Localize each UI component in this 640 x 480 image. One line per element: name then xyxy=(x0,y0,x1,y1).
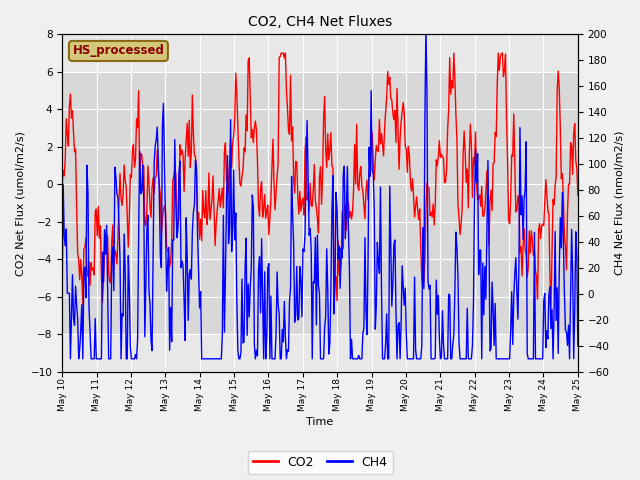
Text: HS_processed: HS_processed xyxy=(72,45,164,58)
Bar xyxy=(62,72,578,334)
Title: CO2, CH4 Net Fluxes: CO2, CH4 Net Fluxes xyxy=(248,15,392,29)
X-axis label: Time: Time xyxy=(307,417,333,427)
Y-axis label: CH4 Net Flux (nmol/m2/s): CH4 Net Flux (nmol/m2/s) xyxy=(615,131,625,276)
Legend: CO2, CH4: CO2, CH4 xyxy=(248,451,392,474)
Y-axis label: CO2 Net Flux (umol/m2/s): CO2 Net Flux (umol/m2/s) xyxy=(15,131,25,276)
